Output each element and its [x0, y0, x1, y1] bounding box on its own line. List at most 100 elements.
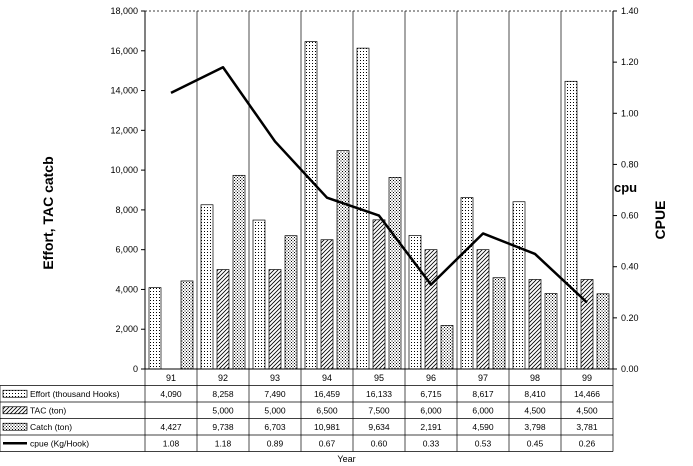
y2-tick-label: 1.20 — [621, 57, 639, 67]
table-cell: 6,703 — [264, 422, 286, 432]
bar-tac-94 — [320, 239, 334, 370]
table-cell: 14,466 — [574, 389, 600, 399]
y-tick-label: 0 — [133, 364, 138, 374]
table-cell: 9,738 — [212, 422, 234, 432]
bar-catch-96 — [440, 325, 454, 370]
bar-effort-94 — [304, 41, 318, 370]
table-cell: 4,427 — [160, 422, 182, 432]
bar-effort-98 — [512, 201, 526, 370]
legend-label: cpue (Kg/Hook) — [30, 438, 89, 448]
bar-catch-95 — [388, 177, 402, 370]
legend-label: Effort (thousand Hooks) — [30, 389, 120, 399]
y-tick-label: 10,000 — [110, 165, 138, 175]
y2-tick-label: 0.40 — [621, 262, 639, 272]
table-cell: 0.60 — [371, 438, 388, 448]
bar-effort-92 — [200, 204, 214, 370]
table-cell: 6,000 — [420, 405, 442, 415]
bar-tac-97 — [476, 249, 490, 370]
bar-catch-92 — [232, 174, 246, 370]
bar-tac-96 — [424, 249, 438, 370]
bar-catch-93 — [284, 235, 298, 370]
table-cell: 7,500 — [368, 405, 390, 415]
cpue-line — [170, 66, 588, 304]
y-tick-label: 18,000 — [110, 6, 138, 16]
table-cell: 0.33 — [423, 438, 440, 448]
table-cell: 4,590 — [472, 422, 494, 432]
x-tick-label: 97 — [478, 373, 488, 383]
table-cell: 0.26 — [579, 438, 596, 448]
bar-effort-96 — [408, 235, 422, 370]
table-cell: 5,000 — [264, 405, 286, 415]
bar-effort-99 — [564, 80, 578, 370]
x-tick-label: 95 — [374, 373, 384, 383]
table-cell: 0.53 — [475, 438, 492, 448]
table-cell: 4,090 — [160, 389, 182, 399]
table-cell: 7,490 — [264, 389, 286, 399]
table-cell: 6,715 — [420, 389, 442, 399]
bar-catch-94 — [336, 150, 350, 370]
table-cell: 6,500 — [316, 405, 338, 415]
legend-label: Catch (ton) — [30, 422, 72, 432]
table-cell: 1.08 — [163, 438, 180, 448]
bar-catch-99 — [596, 293, 610, 370]
y2-tick-label: 0.00 — [621, 364, 639, 374]
y-tick-label: 4,000 — [115, 284, 138, 294]
table-cell: 4,500 — [576, 405, 598, 415]
x-tick-label: 99 — [582, 373, 592, 383]
x-tick-label: 96 — [426, 373, 436, 383]
y-tick-label: 12,000 — [110, 125, 138, 135]
table-cell: 8,617 — [472, 389, 494, 399]
x-tick-label: 92 — [218, 373, 228, 383]
x-axis-title: Year — [337, 454, 356, 464]
y-tick-label: 2,000 — [115, 324, 138, 334]
legend-swatch — [2, 422, 28, 431]
table-cell: 0.89 — [267, 438, 284, 448]
x-tick-label: 93 — [270, 373, 280, 383]
y2-tick-label: 0.20 — [621, 313, 639, 323]
y2-inner-label: cpu — [614, 180, 638, 195]
table-cell: 6,000 — [472, 405, 494, 415]
bar-catch-91 — [180, 280, 194, 370]
y2-tick-label: 1.00 — [621, 108, 639, 118]
bar-effort-93 — [252, 219, 266, 370]
bar-tac-98 — [528, 279, 542, 370]
y-tick-label: 16,000 — [110, 46, 138, 56]
table-cell: 10,981 — [314, 422, 340, 432]
y2-axis-title: CPUE — [652, 200, 668, 240]
x-tick-label: 91 — [166, 373, 176, 383]
bar-tac-92 — [216, 269, 230, 370]
table-cell: 0.45 — [527, 438, 544, 448]
x-tick-label: 94 — [322, 373, 332, 383]
x-tick-label: 98 — [530, 373, 540, 383]
legend-swatch — [2, 389, 28, 398]
table-cell: 2,191 — [420, 422, 442, 432]
table-cell: 4,500 — [524, 405, 546, 415]
table-cell: 1.18 — [215, 438, 232, 448]
table-cell: 16,459 — [314, 389, 340, 399]
legend-label: TAC (ton) — [30, 405, 66, 415]
bar-tac-99 — [580, 279, 594, 370]
y2-tick-label: 0.60 — [621, 211, 639, 221]
y-tick-label: 6,000 — [115, 245, 138, 255]
table-cell: 5,000 — [212, 405, 234, 415]
table-cell: 0.67 — [319, 438, 336, 448]
bar-tac-93 — [268, 269, 282, 370]
table-cell: 3,781 — [576, 422, 598, 432]
y2-tick-label: 0.80 — [621, 159, 639, 169]
table-cell: 9,634 — [368, 422, 390, 432]
table-cell: 3,798 — [524, 422, 546, 432]
table-cell: 8,258 — [212, 389, 234, 399]
bar-catch-98 — [544, 293, 558, 370]
table-cell: 8,410 — [524, 389, 546, 399]
y-axis-title: Effort, TAC catcb — [40, 156, 56, 270]
y-tick-label: 14,000 — [110, 86, 138, 96]
bar-effort-97 — [460, 197, 474, 370]
bar-tac-95 — [372, 219, 386, 370]
bar-catch-97 — [492, 277, 506, 370]
y-tick-label: 8,000 — [115, 205, 138, 215]
y2-tick-label: 1.40 — [621, 6, 639, 16]
bar-effort-91 — [148, 287, 162, 370]
table-cell: 16,133 — [366, 389, 392, 399]
legend-swatch — [2, 406, 28, 415]
